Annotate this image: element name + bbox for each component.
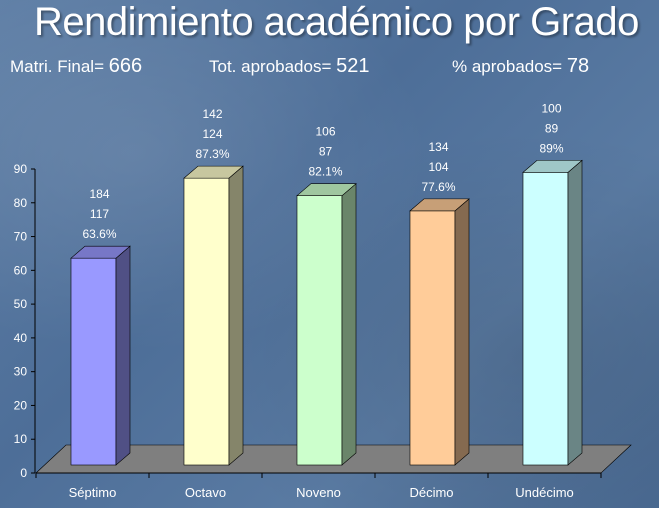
bar-front — [522, 172, 569, 466]
bar-side — [115, 245, 131, 466]
stat-aprobados: Tot. aprobados= 521 — [209, 55, 370, 78]
y-tick-label: 40 — [14, 331, 28, 345]
y-tick-label: 80 — [14, 196, 28, 210]
y-tick-label: 50 — [14, 297, 28, 311]
x-category-label: Décimo — [409, 485, 453, 500]
x-category-label: Séptimo — [69, 485, 117, 500]
page-title: Rendimiento académico por Grado — [34, 0, 639, 44]
stat-aprobados-label: Tot. aprobados= — [209, 57, 332, 76]
bar-data-label: 134 — [428, 140, 448, 154]
bar-data-label: 63.6% — [82, 227, 116, 241]
x-category-label: Octavo — [185, 485, 226, 500]
stat-matricula-label: Matri. Final= — [10, 57, 104, 76]
y-tick-label: 90 — [14, 162, 28, 176]
bar-data-label: 82.1% — [308, 165, 342, 179]
bar-top — [409, 198, 470, 212]
bar-data-label: 89 — [545, 121, 559, 135]
y-tick-label: 20 — [14, 398, 28, 412]
bar-side — [228, 165, 244, 466]
bar-data-label: 142 — [202, 107, 222, 121]
bar-top — [522, 160, 583, 173]
bar-front — [70, 257, 117, 466]
bar-data-label: 184 — [89, 187, 109, 201]
bar-top — [70, 245, 131, 259]
y-tick-label: 30 — [14, 365, 28, 379]
bar-data-label: 89% — [539, 141, 563, 155]
y-tick-label: 70 — [14, 230, 28, 244]
bar-data-label: 117 — [90, 207, 109, 221]
bar-front — [183, 177, 230, 466]
stat-porcentaje: % aprobados= 78 — [452, 55, 589, 78]
stat-aprobados-value: 521 — [336, 55, 370, 77]
bar-data-label: 87.3% — [195, 147, 229, 161]
bar-side — [454, 198, 470, 466]
bar-data-label: 100 — [541, 101, 561, 115]
stat-matricula-value: 666 — [108, 55, 143, 77]
y-tick-label: 60 — [14, 263, 28, 277]
bar-side — [341, 183, 357, 466]
bar-top — [183, 165, 244, 179]
stat-matricula: Matri. Final= 666 — [10, 55, 142, 78]
bar-data-label: 124 — [202, 127, 222, 141]
y-tick-label: 10 — [14, 432, 28, 446]
y-tick-label: 0 — [20, 466, 27, 480]
stat-porcentaje-value: 78 — [566, 55, 590, 77]
bar-front — [296, 195, 343, 466]
stat-porcentaje-label: % aprobados= — [452, 57, 563, 76]
bar-top — [296, 183, 357, 196]
bar-data-label: 104 — [428, 160, 448, 174]
x-category-label: Undécimo — [515, 485, 574, 500]
bar-front — [409, 210, 456, 466]
x-category-label: Noveno — [296, 485, 341, 500]
bar-side — [567, 159, 583, 466]
bar-data-label: 106 — [315, 125, 335, 139]
bar-data-label: 87 — [319, 145, 333, 159]
bar-data-label: 77.6% — [421, 180, 455, 194]
